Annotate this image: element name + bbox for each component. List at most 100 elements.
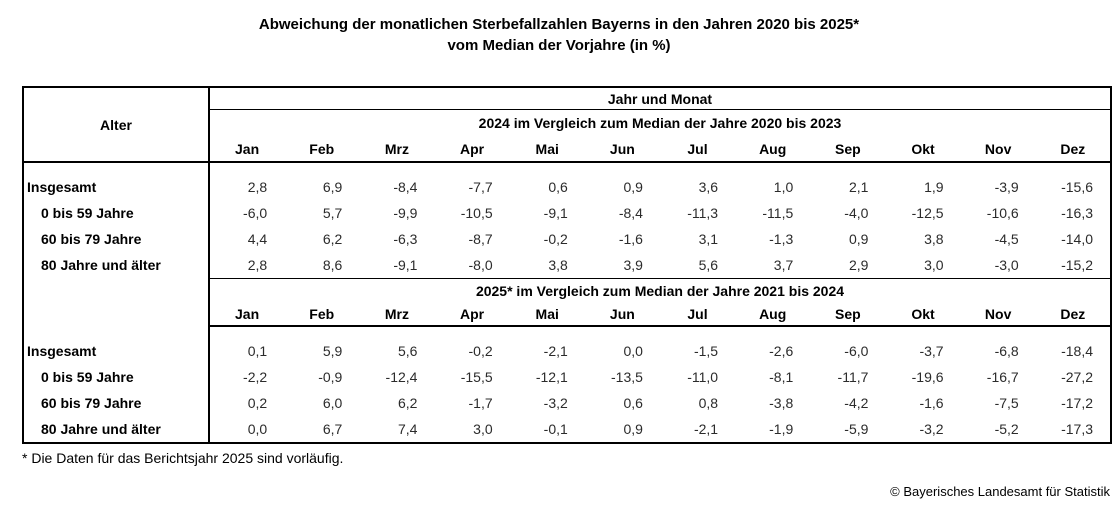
value-cell: 3,1 — [698, 231, 719, 247]
table-row: 80 Jahre und älter 2,8 8,6 -9,1 -8,0 3,8… — [23, 252, 1111, 279]
value-cell: -8,7 — [468, 231, 493, 247]
age-row-label: Insgesamt — [23, 162, 210, 200]
value-cell: 2,8 — [247, 257, 268, 273]
value-cell: -18,4 — [1061, 343, 1093, 359]
value-cell: -1,5 — [693, 343, 719, 359]
month-header-row-2024: Jan Feb Mrz Apr Mai Jun Jul Aug Sep Okt … — [23, 136, 1111, 163]
value-cell: -1,6 — [919, 395, 944, 411]
section-2024-header: 2024 im Vergleich zum Median der Jahre 2… — [478, 115, 842, 131]
month-header: Aug — [735, 303, 811, 327]
value-cell: 0,8 — [698, 395, 719, 411]
value-cell: -7,5 — [994, 395, 1019, 411]
month-header: Jul — [659, 303, 736, 327]
value-cell: -8,1 — [769, 369, 794, 385]
value-cell: -11,0 — [687, 369, 719, 385]
month-header: Jan — [209, 303, 285, 327]
age-row-label: 60 bis 79 Jahre — [23, 390, 210, 416]
value-cell: -5,2 — [994, 421, 1019, 437]
value-cell: -3,2 — [543, 395, 568, 411]
month-header: Okt — [885, 303, 961, 327]
value-cell: 6,0 — [322, 395, 343, 411]
header-row-top: Alter Jahr und Monat — [23, 87, 1111, 163]
value-cell: -1,9 — [769, 421, 794, 437]
value-cell: -3,8 — [769, 395, 794, 411]
age-row-label: 80 Jahre und älter — [23, 252, 210, 279]
value-cell: -8,4 — [618, 205, 643, 221]
age-row-label: Insgesamt — [23, 326, 210, 364]
month-header-row-2025: Jan Feb Mrz Apr Mai Jun Jul Aug Sep Okt … — [23, 303, 1111, 327]
value-cell: -10,6 — [986, 205, 1019, 221]
value-cell: -16,3 — [1061, 205, 1093, 221]
month-header: Apr — [434, 136, 510, 163]
month-header: Jun — [584, 303, 660, 327]
value-cell: -2,1 — [693, 421, 719, 437]
value-cell: 1,9 — [924, 179, 944, 195]
value-cell: -2,2 — [243, 369, 268, 385]
title-line-1: Abweichung der monatlichen Sterbefallzah… — [258, 16, 860, 33]
value-cell: -7,7 — [468, 179, 493, 195]
value-cell: -17,2 — [1061, 395, 1093, 411]
value-cell: 3,8 — [548, 257, 568, 273]
value-cell: -15,6 — [1061, 179, 1093, 195]
value-cell: 2,9 — [848, 257, 869, 273]
value-cell: -9,1 — [393, 257, 418, 273]
value-cell: -3,0 — [994, 257, 1019, 273]
value-cell: 3,0 — [924, 257, 944, 273]
month-header: Jan — [209, 136, 285, 163]
table-row: Insgesamt 0,1 5,9 5,6 -0,2 -2,1 0,0 -1,5… — [23, 326, 1111, 364]
month-header: Feb — [284, 136, 360, 163]
value-cell: -10,5 — [460, 205, 493, 221]
value-cell: -15,2 — [1061, 257, 1093, 273]
month-header: Mai — [509, 136, 585, 163]
value-cell: 5,6 — [398, 343, 418, 359]
value-cell: 2,1 — [848, 179, 869, 195]
value-cell: 0,9 — [623, 179, 643, 195]
value-cell: 0,0 — [247, 421, 268, 437]
value-cell: 7,4 — [398, 421, 418, 437]
value-cell: 3,8 — [924, 231, 944, 247]
value-cell: 3,9 — [623, 257, 643, 273]
value-cell: -12,4 — [385, 369, 418, 385]
value-cell: 0,0 — [623, 343, 643, 359]
age-row-label: 0 bis 59 Jahre — [23, 200, 210, 226]
value-cell: -0,1 — [543, 421, 568, 437]
value-cell: -6,8 — [994, 343, 1019, 359]
value-cell: 6,7 — [322, 421, 343, 437]
month-header: Feb — [284, 303, 360, 327]
value-cell: -6,3 — [393, 231, 418, 247]
value-cell: 0,2 — [247, 395, 268, 411]
value-cell: 0,9 — [848, 231, 869, 247]
value-cell: 5,9 — [322, 343, 343, 359]
value-cell: -9,9 — [393, 205, 418, 221]
value-cell: -3,9 — [994, 179, 1019, 195]
month-header: Okt — [885, 136, 961, 163]
value-cell: 6,2 — [322, 231, 343, 247]
table-row: 0 bis 59 Jahre -6,0 5,7 -9,9 -10,5 -9,1 … — [23, 200, 1111, 226]
value-cell: -2,6 — [769, 343, 794, 359]
value-cell: 6,2 — [398, 395, 418, 411]
value-cell: 8,6 — [322, 257, 343, 273]
month-header: Sep — [810, 136, 886, 163]
age-row-label: 60 bis 79 Jahre — [23, 226, 210, 252]
empty-cell — [23, 278, 210, 326]
value-cell: -4,2 — [844, 395, 869, 411]
value-cell: -6,0 — [243, 205, 268, 221]
value-cell: -16,7 — [986, 369, 1019, 385]
table-row: 80 Jahre und älter 0,0 6,7 7,4 3,0 -0,1 … — [23, 416, 1111, 443]
copyright: © Bayerisches Landesamt für Statistik — [890, 484, 1110, 499]
table-row: 0 bis 59 Jahre -2,2 -0,9 -12,4 -15,5 -12… — [23, 364, 1111, 390]
value-cell: -4,0 — [844, 205, 869, 221]
month-header: Mrz — [359, 303, 435, 327]
value-cell: -14,0 — [1061, 231, 1093, 247]
section-2025-header: 2025* im Vergleich zum Median der Jahre … — [209, 278, 1111, 303]
value-cell: -0,2 — [468, 343, 493, 359]
value-cell: -1,3 — [769, 231, 794, 247]
month-header: Apr — [434, 303, 510, 327]
value-cell: -3,7 — [919, 343, 944, 359]
month-header: Aug — [735, 136, 811, 163]
value-cell: 2,8 — [247, 179, 268, 195]
value-cell: -19,6 — [911, 369, 944, 385]
month-header: Jun — [584, 136, 660, 163]
table-row: Insgesamt 2,8 6,9 -8,4 -7,7 0,6 0,9 3,6 … — [23, 162, 1111, 200]
